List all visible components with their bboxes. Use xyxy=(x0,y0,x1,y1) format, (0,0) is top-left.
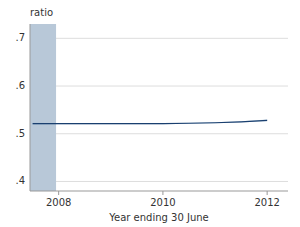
x-axis-line xyxy=(30,191,288,192)
x-tick-label: 2012 xyxy=(254,197,279,208)
y-tick-label: .4 xyxy=(15,175,25,186)
x-tick-label: 2010 xyxy=(150,197,175,208)
x-tick-label: 2008 xyxy=(46,197,71,208)
y-tick-label: .7 xyxy=(15,32,25,43)
line xyxy=(33,120,268,123)
chart-container: .4 .5 .6 .7 2008 2010 2012 Year ending 30 June r… xyxy=(0,0,300,227)
x-axis-label: Year ending 30 June xyxy=(108,212,209,223)
y-axis-line xyxy=(30,24,31,191)
plot-area xyxy=(30,24,267,191)
grid-line xyxy=(30,181,288,182)
grid-line xyxy=(30,133,288,134)
confidence-band xyxy=(33,119,268,124)
y-axis-label: ratio xyxy=(30,7,53,18)
chart: .4 .5 .6 .7 2008 2010 2012 Year ending 30 June r… xyxy=(0,0,300,227)
grid-line xyxy=(30,86,288,87)
shaded-band xyxy=(30,24,56,191)
x-tick xyxy=(58,191,59,195)
y-tick-label: .6 xyxy=(15,80,25,91)
y-tick-label: .5 xyxy=(15,128,25,139)
x-tick xyxy=(162,191,163,195)
grid-line xyxy=(30,38,288,39)
x-tick xyxy=(267,191,268,195)
